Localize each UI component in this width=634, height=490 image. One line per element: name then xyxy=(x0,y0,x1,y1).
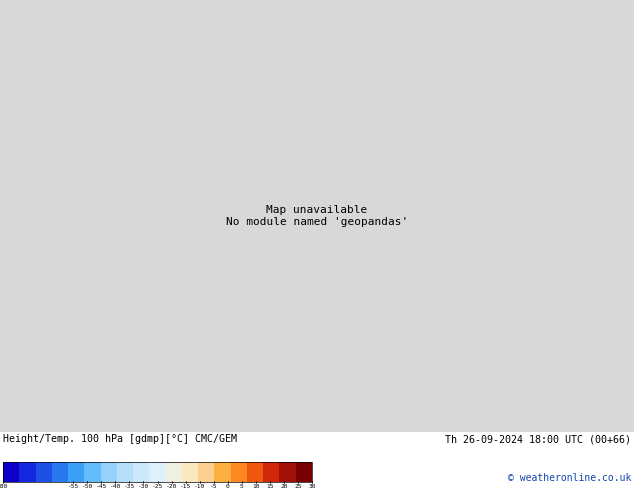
Text: -30: -30 xyxy=(138,484,149,489)
Bar xyxy=(3,462,312,482)
Bar xyxy=(3,462,19,482)
Text: 10: 10 xyxy=(252,484,259,489)
Text: -20: -20 xyxy=(166,484,177,489)
Text: Th 26-09-2024 18:00 UTC (00+66): Th 26-09-2024 18:00 UTC (00+66) xyxy=(445,434,631,444)
Text: -5: -5 xyxy=(210,484,217,489)
Bar xyxy=(19,462,36,482)
Text: -40: -40 xyxy=(110,484,121,489)
Text: 15: 15 xyxy=(266,484,274,489)
Bar xyxy=(198,462,214,482)
Bar xyxy=(263,462,280,482)
Bar xyxy=(231,462,247,482)
Bar xyxy=(52,462,68,482)
Bar xyxy=(295,462,312,482)
Text: -15: -15 xyxy=(180,484,191,489)
Text: -80: -80 xyxy=(0,484,9,489)
Text: 25: 25 xyxy=(294,484,302,489)
Bar xyxy=(133,462,150,482)
Bar xyxy=(84,462,101,482)
Bar xyxy=(182,462,198,482)
Text: -25: -25 xyxy=(152,484,163,489)
Text: © weatheronline.co.uk: © weatheronline.co.uk xyxy=(508,473,631,483)
Bar xyxy=(280,462,295,482)
Text: 0: 0 xyxy=(226,484,230,489)
Bar xyxy=(214,462,231,482)
Bar xyxy=(36,462,52,482)
Bar xyxy=(68,462,84,482)
Bar xyxy=(165,462,182,482)
Text: -50: -50 xyxy=(82,484,93,489)
Text: 5: 5 xyxy=(240,484,243,489)
Bar xyxy=(247,462,263,482)
Bar xyxy=(117,462,133,482)
Text: -10: -10 xyxy=(194,484,205,489)
Text: 20: 20 xyxy=(280,484,288,489)
Bar xyxy=(150,462,165,482)
Text: 30: 30 xyxy=(308,484,316,489)
Text: -35: -35 xyxy=(124,484,135,489)
Bar xyxy=(101,462,117,482)
Text: -45: -45 xyxy=(96,484,107,489)
Text: Height/Temp. 100 hPa [gdmp][°C] CMC/GEM: Height/Temp. 100 hPa [gdmp][°C] CMC/GEM xyxy=(3,434,237,444)
Text: Map unavailable
No module named 'geopandas': Map unavailable No module named 'geopand… xyxy=(226,205,408,227)
Text: -55: -55 xyxy=(68,484,79,489)
